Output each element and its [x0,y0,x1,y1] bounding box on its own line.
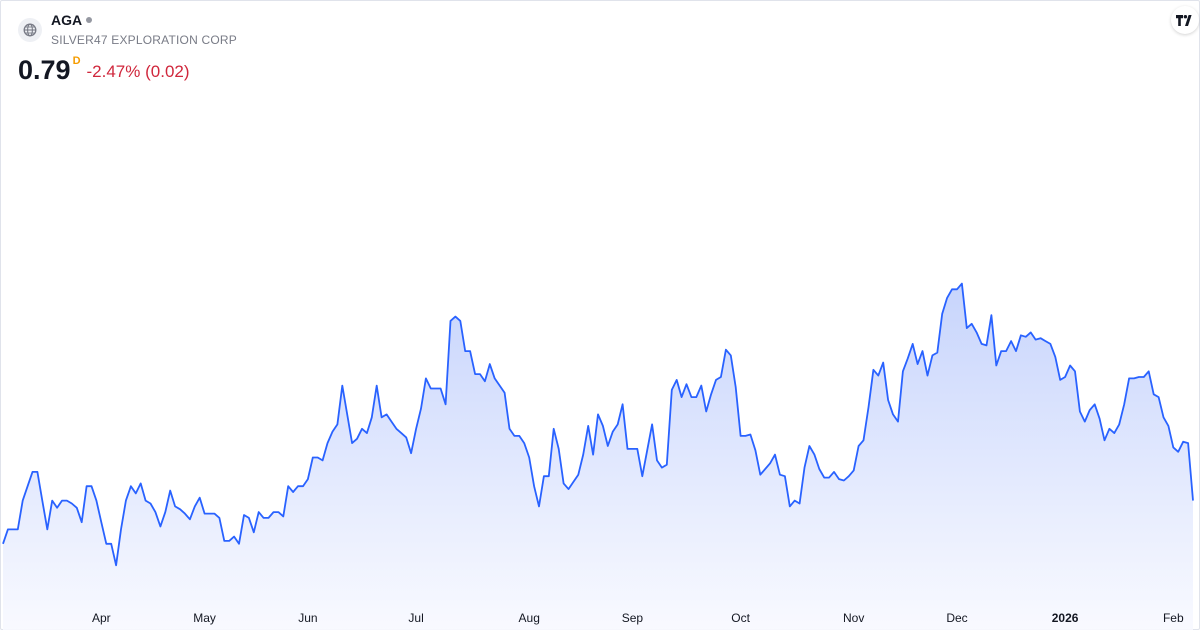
x-tick-label: Nov [843,611,864,625]
price-line [2,282,1194,567]
interval-badge: D [72,55,81,67]
tradingview-logo-icon[interactable] [1171,6,1199,34]
x-tick-label: Jun [298,611,317,625]
quote-row: 0.79 D -2.47% (0.02) [18,55,237,85]
x-tick-label: Sep [622,611,644,625]
x-tick-label: 2026 [1052,611,1079,625]
globe-icon [18,17,42,42]
market-status-dot [86,17,93,23]
price-area [3,283,1193,630]
x-tick-label: Jul [408,611,423,625]
ticker-symbol[interactable]: AGA [51,12,83,28]
last-price: 0.79 [18,55,71,85]
x-tick-label: Apr [92,611,111,625]
x-axis: AprMayJunJulAugSepOctNovDec2026FebMar [92,611,1184,625]
symbol-row: AGA SILVER47 EXPLORATION CORP [18,12,237,47]
x-tick-label: Dec [946,611,967,625]
area-fill-layer [3,283,1193,630]
x-tick-label: May [193,611,216,625]
x-tick-label: Aug [519,611,540,625]
x-tick-label: Oct [731,611,750,625]
price-line-layer [2,282,1194,567]
symbol-header: AGA SILVER47 EXPLORATION CORP 0.79 D -2.… [18,12,237,85]
company-name: SILVER47 EXPLORATION CORP [51,33,237,47]
x-tick-label: Feb [1163,611,1184,625]
price-change: -2.47% (0.02) [86,62,190,81]
